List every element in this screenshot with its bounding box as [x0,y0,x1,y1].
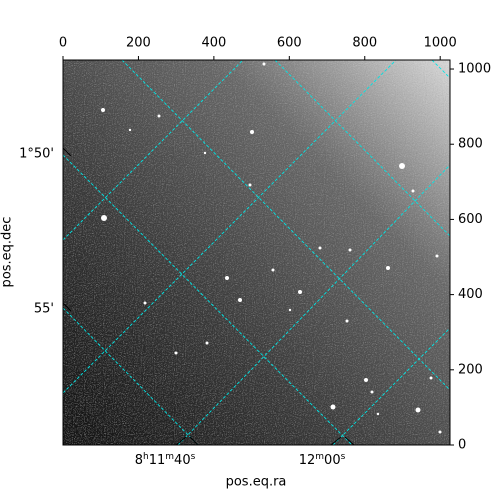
x-tick-label: 200 [126,36,151,51]
world-grid [63,60,450,445]
dec-tick-label: 1°50' [19,147,54,162]
x-tick-label: 0 [59,36,67,51]
ra-tick-label: 12m00s [299,452,346,468]
y-tick-label: 0 [458,438,466,453]
world-ticks [62,147,355,446]
y-tick-label: 400 [458,287,483,302]
x-tick-label: 1000 [424,36,457,51]
y-tick-label: 1000 [458,62,491,77]
x-tick-label: 400 [201,36,226,51]
y-tick-label: 800 [458,137,483,152]
x-tick-label: 600 [277,36,302,51]
plot-frame [62,59,451,446]
ra-tick-label: 8h11m40s [135,452,196,468]
x-tick-label: 800 [352,36,377,51]
y-axis-label: pos.eq.dec [0,217,15,288]
y-tick-label: 200 [458,362,483,377]
dec-tick-label: 55' [34,302,54,317]
y-tick-label: 600 [458,212,483,227]
x-axis-label: pos.eq.ra [226,475,287,490]
sky-image [63,60,450,445]
